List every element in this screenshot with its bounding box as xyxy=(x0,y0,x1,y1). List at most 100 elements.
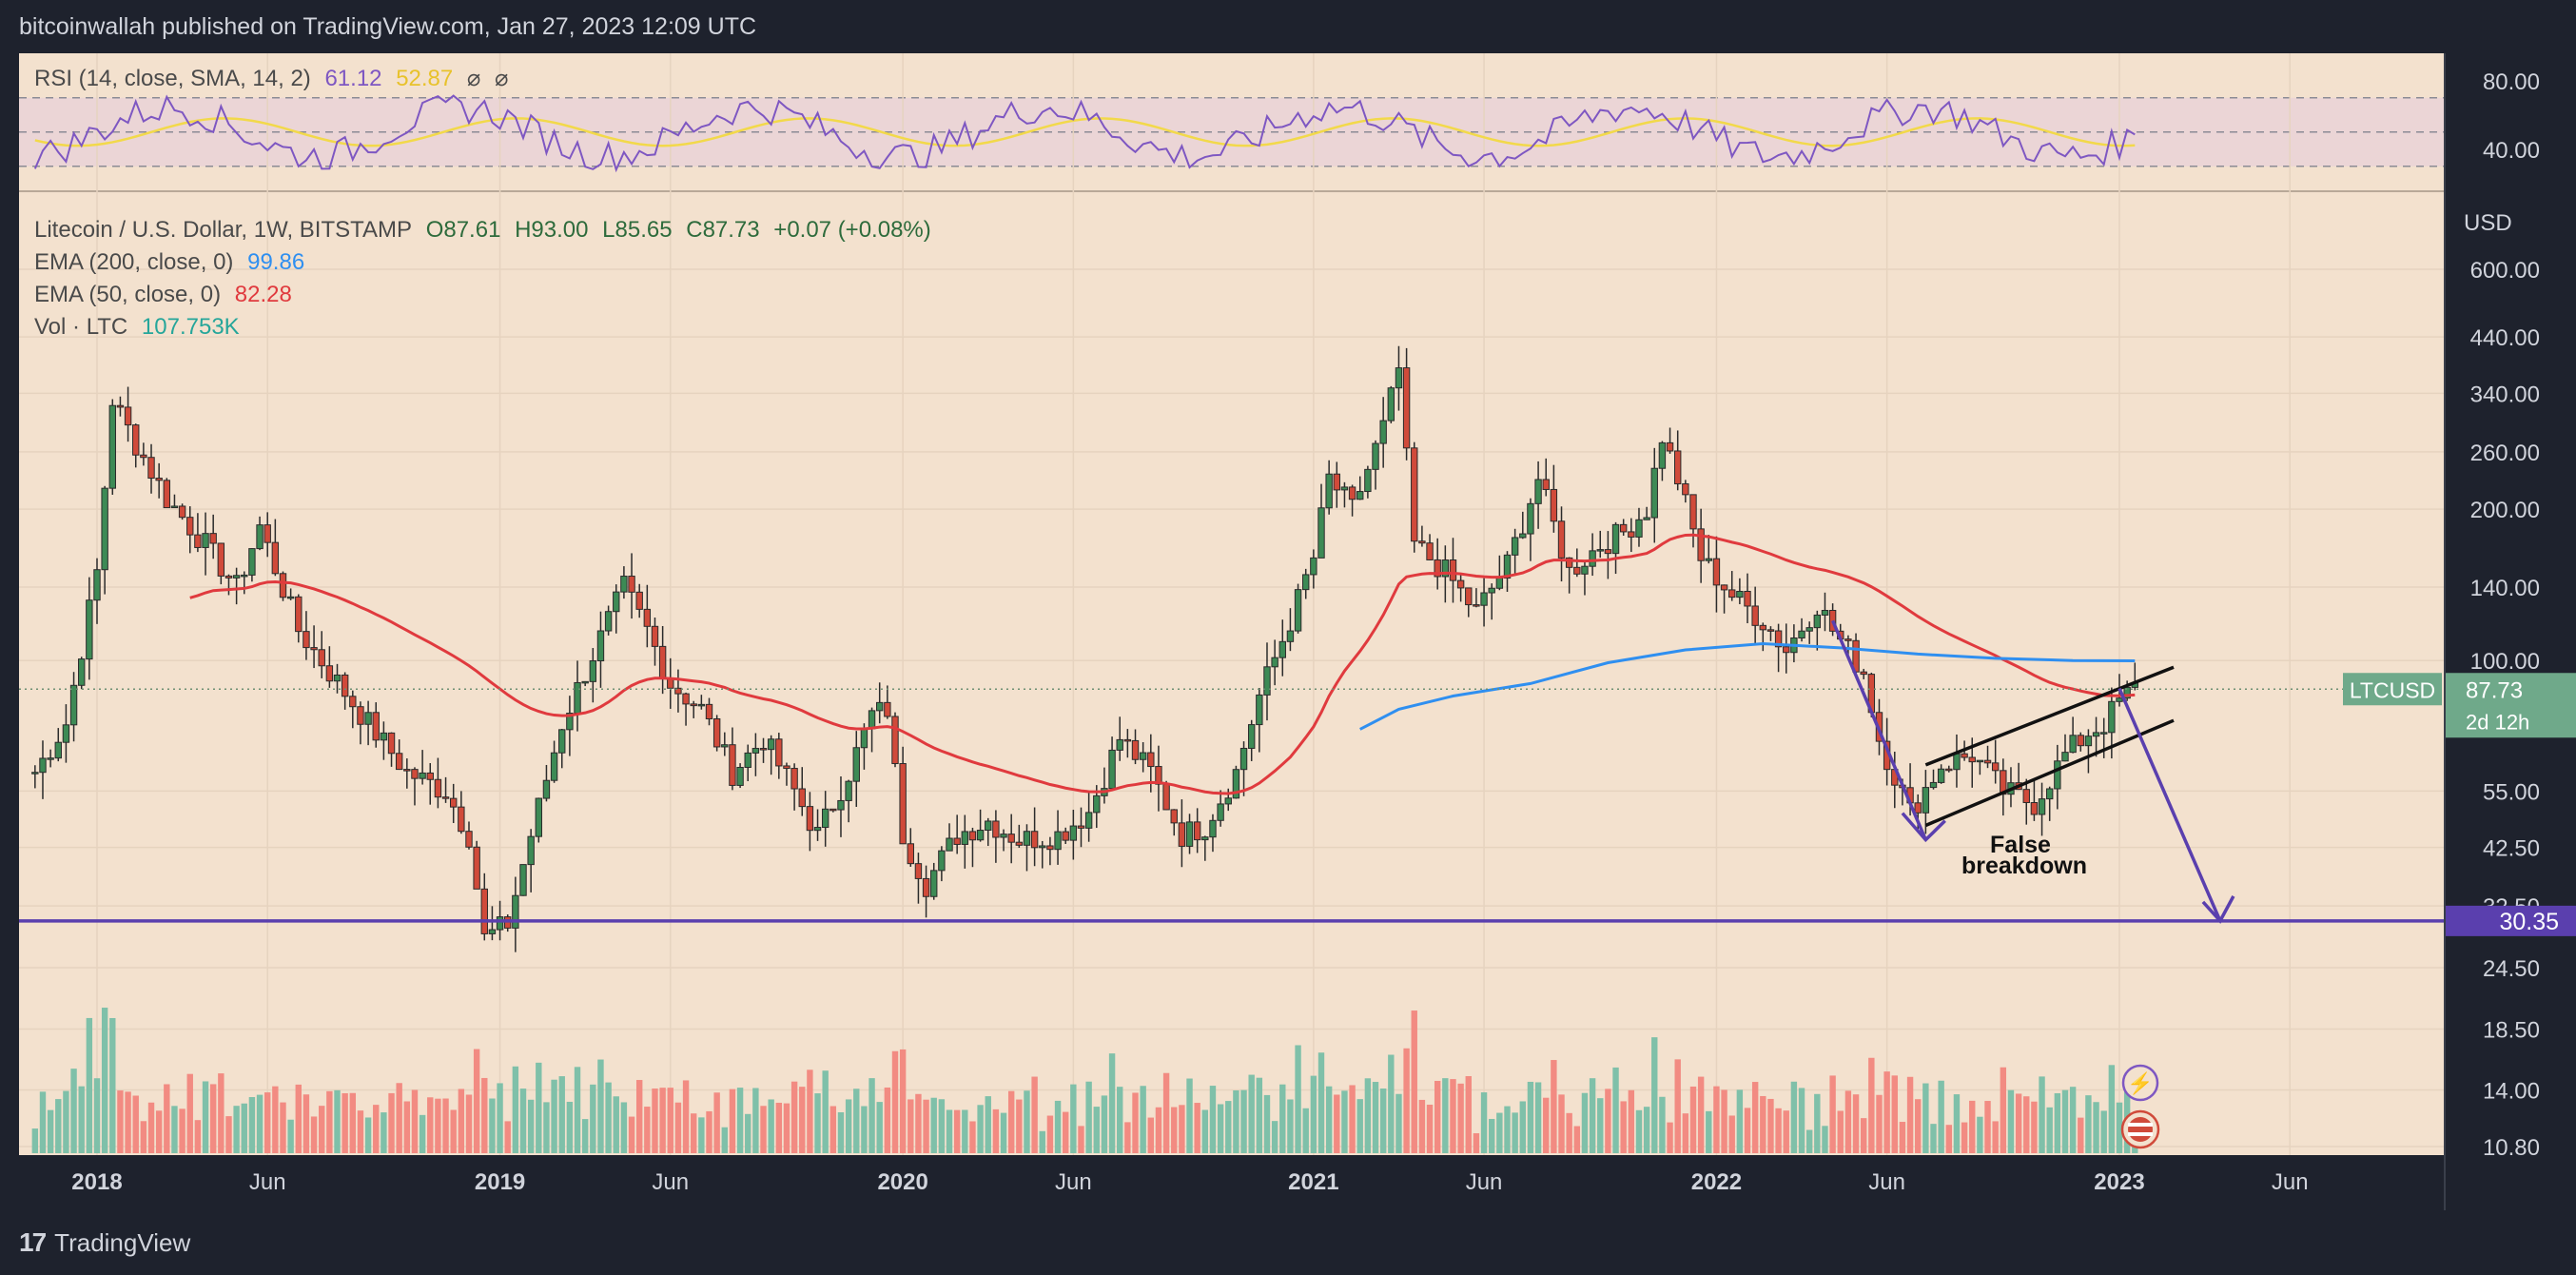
volume-bar xyxy=(1906,1076,1914,1153)
candle-body xyxy=(419,772,426,779)
rsi-tick-label: 80.00 xyxy=(2483,69,2540,95)
footer-brand[interactable]: 17 TradingView xyxy=(0,1210,2576,1275)
volume-bar xyxy=(1977,1116,1983,1153)
volume-bar xyxy=(1162,1072,1170,1153)
volume-bar xyxy=(1442,1078,1449,1153)
candle-body xyxy=(1976,759,1984,763)
candle-body xyxy=(387,732,396,755)
volume-value: 107.753K xyxy=(141,314,240,340)
candle-body xyxy=(1263,666,1271,696)
time-tick-label: Jun xyxy=(1868,1169,1905,1195)
candle-body xyxy=(1434,559,1441,578)
candle-body xyxy=(1488,587,1495,594)
target-arrow-shaft xyxy=(2117,687,2222,922)
price-tick-label: 260.00 xyxy=(2470,441,2540,466)
breakdown-arrow xyxy=(1831,619,1927,841)
candle-body xyxy=(519,864,527,896)
volume-bar xyxy=(667,1088,673,1153)
time-tick-label: Jun xyxy=(1055,1169,1092,1195)
candle-body xyxy=(248,548,256,576)
volume-bar xyxy=(1062,1111,1069,1153)
volume-bar xyxy=(1945,1125,1952,1153)
volume-bar xyxy=(783,1103,790,1153)
volume-bar xyxy=(1783,1110,1789,1153)
candle-body xyxy=(155,478,163,481)
candle-body xyxy=(535,797,542,837)
change-value: +0.07 (+0.08%) xyxy=(773,217,931,243)
candle-body xyxy=(985,820,992,832)
volume-bar xyxy=(775,1102,783,1153)
volume-bar xyxy=(164,1084,170,1153)
volume-bar xyxy=(1659,1096,1666,1153)
candle-body xyxy=(1611,523,1620,555)
volume-bar xyxy=(736,1088,744,1153)
volume-bar xyxy=(1829,1075,1836,1153)
volume-bar xyxy=(357,1110,364,1153)
volume-bar xyxy=(1039,1130,1045,1153)
volume-bar xyxy=(1643,1107,1650,1153)
volume-bar xyxy=(419,1114,426,1153)
candle-body xyxy=(458,806,465,833)
candle-body xyxy=(349,696,357,708)
volume-bar xyxy=(155,1110,163,1153)
volume-bar xyxy=(946,1109,953,1153)
volume-bar xyxy=(1852,1094,1860,1153)
volume-bar xyxy=(1147,1117,1155,1153)
candle-body xyxy=(806,806,814,832)
volume-bar xyxy=(218,1073,224,1153)
candle-body xyxy=(1783,646,1790,654)
volume-bar xyxy=(1186,1078,1193,1153)
time-tick-label: 2023 xyxy=(2094,1169,2144,1195)
candle-body xyxy=(2061,752,2069,762)
candle-body xyxy=(194,534,202,548)
candle-body xyxy=(922,877,930,897)
candle-body xyxy=(1813,614,1822,629)
volume-bar xyxy=(706,1110,712,1153)
us-flag-inner-icon xyxy=(2128,1117,2153,1142)
candle-body xyxy=(1604,549,1612,555)
volume-bar xyxy=(674,1102,682,1153)
candle-body xyxy=(581,680,589,684)
candle-body xyxy=(930,870,938,897)
volume-bar xyxy=(1822,1126,1828,1153)
candle-body xyxy=(884,701,891,717)
volume-bar xyxy=(977,1105,984,1153)
volume-bar xyxy=(1721,1089,1727,1153)
volume-bar xyxy=(891,1050,899,1153)
candle-body xyxy=(232,575,241,579)
candle-body xyxy=(1658,441,1667,469)
volume-bar xyxy=(652,1089,658,1153)
candle-body xyxy=(542,779,551,799)
volume-bar xyxy=(543,1102,550,1153)
candle-body xyxy=(1054,831,1062,851)
candle-body xyxy=(620,576,628,593)
candle-body xyxy=(1751,605,1759,626)
volume-bar xyxy=(1140,1086,1146,1153)
candle-body xyxy=(1030,831,1039,849)
candle-body xyxy=(1116,738,1123,751)
candle-body xyxy=(729,744,736,786)
candle-body xyxy=(147,457,155,480)
volume-bar xyxy=(256,1094,263,1153)
candle-body xyxy=(1147,752,1155,768)
candle-body xyxy=(1155,766,1162,785)
candle-body xyxy=(643,608,652,627)
volume-bar xyxy=(1751,1082,1759,1153)
volume-bar xyxy=(2061,1089,2069,1153)
candle-body xyxy=(1411,447,1418,542)
volume-bar xyxy=(334,1089,341,1153)
volume-bar xyxy=(1054,1100,1062,1153)
candle-body xyxy=(938,850,946,872)
volume-bar xyxy=(1480,1092,1488,1153)
candle-body xyxy=(473,846,480,890)
annotation-breakdown: breakdown xyxy=(1961,853,2087,879)
candle-body xyxy=(1449,559,1457,581)
candle-body xyxy=(1201,836,1209,841)
volume-bar xyxy=(233,1106,240,1153)
candle-body xyxy=(550,752,558,781)
candle-body xyxy=(209,533,217,544)
main-legend-line1: Litecoin / U.S. Dollar, 1W, BITSTAMP O87… xyxy=(34,217,939,244)
candle-body xyxy=(736,766,744,786)
volume-bar xyxy=(876,1102,883,1153)
